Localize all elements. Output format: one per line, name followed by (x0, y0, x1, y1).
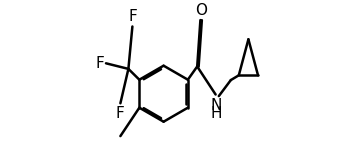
Text: F: F (115, 106, 124, 121)
Text: H: H (211, 107, 222, 121)
Text: N: N (211, 98, 222, 114)
Text: O: O (195, 3, 207, 18)
Text: F: F (128, 9, 137, 24)
Text: F: F (96, 56, 104, 71)
